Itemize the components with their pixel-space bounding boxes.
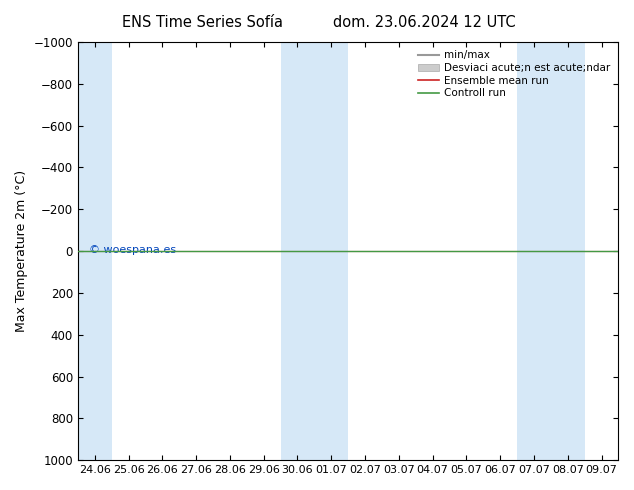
Bar	[517, 42, 585, 460]
Y-axis label: Max Temperature 2m (°C): Max Temperature 2m (°C)	[15, 170, 28, 332]
Bar	[78, 42, 112, 460]
Text: ENS Time Series Sofía: ENS Time Series Sofía	[122, 15, 283, 30]
Legend: min/max, Desviaci acute;n est acute;ndar, Ensemble mean run, Controll run: min/max, Desviaci acute;n est acute;ndar…	[415, 47, 613, 101]
Bar	[281, 42, 348, 460]
Text: © woespana.es: © woespana.es	[89, 245, 176, 255]
Text: dom. 23.06.2024 12 UTC: dom. 23.06.2024 12 UTC	[333, 15, 516, 30]
